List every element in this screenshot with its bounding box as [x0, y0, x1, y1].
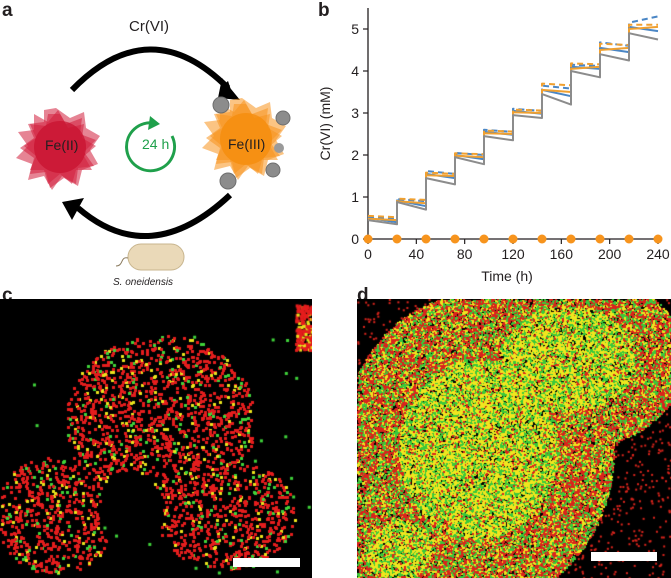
chromium-chart: 0 40 80 120 160 200 240 0 1 2 3 4 5 Time (h) Cr(VI) (m…: [317, 8, 670, 284]
eds-map-d: [357, 299, 671, 578]
y-tick-label: 4: [351, 63, 359, 79]
y-axis-label: Cr(VI) (mM): [317, 87, 333, 161]
marker-point: [392, 234, 402, 244]
x-axis-label: Time (h): [481, 268, 533, 284]
eds-map-c-image: [0, 299, 312, 578]
bacterium-icon: [115, 243, 185, 271]
panel-letter-a: a: [2, 0, 13, 21]
marker-point: [508, 234, 518, 244]
scale-bar-c: [233, 558, 300, 567]
eds-map-c: [0, 299, 312, 578]
panel-letter-d: d: [357, 285, 369, 306]
marker-point: [421, 234, 431, 244]
cr-particle: [275, 110, 291, 126]
organism-label: S. oneidensis: [113, 277, 174, 288]
y-tick-label: 3: [351, 105, 359, 121]
marker-point: [566, 234, 576, 244]
cr-particle: [219, 172, 237, 190]
y-tick-label: 2: [351, 147, 359, 163]
scale-bar-d: [591, 552, 657, 561]
y-tick-label: 1: [351, 189, 359, 205]
y-tick-label: 5: [351, 21, 359, 37]
marker-point: [450, 234, 460, 244]
fe2-label: Fe(II): [45, 137, 79, 153]
marker-point: [363, 234, 373, 244]
fe2-particle: [16, 108, 100, 190]
marker-point: [624, 234, 634, 244]
panel-letter-c: c: [2, 285, 13, 306]
x-tick-label: 40: [409, 246, 425, 262]
reduction-arrow: [76, 192, 233, 239]
marker-point: [479, 234, 489, 244]
fe3-particle: [202, 96, 291, 190]
marker-point: [653, 234, 663, 244]
x-tick-label: 120: [501, 246, 525, 262]
cycle-icon: [125, 116, 177, 173]
oxidation-arrowhead: [218, 78, 240, 100]
marker-point: [595, 234, 605, 244]
cr6-label: Cr(VI): [129, 18, 169, 35]
reduction-arrowhead: [62, 198, 84, 220]
marker-point: [537, 234, 547, 244]
series-line-5: [367, 32, 659, 226]
eds-map-d-image: [357, 299, 671, 578]
fe3-label: Fe(III): [228, 136, 266, 152]
cycle-time-label: 24 h: [142, 136, 170, 152]
x-tick-label: 0: [364, 246, 372, 262]
x-tick-label: 160: [550, 246, 574, 262]
cycle-diagram: [16, 46, 291, 271]
panel-letter-b: b: [318, 0, 330, 21]
x-tick-label: 240: [646, 246, 670, 262]
y-tick-label: 0: [351, 231, 359, 247]
cr-particle: [274, 143, 284, 153]
cr-particle: [212, 96, 230, 114]
oxidation-arrow: [69, 46, 232, 93]
cr-particle: [265, 162, 281, 178]
x-tick-label: 80: [457, 246, 473, 262]
x-tick-label: 200: [598, 246, 622, 262]
